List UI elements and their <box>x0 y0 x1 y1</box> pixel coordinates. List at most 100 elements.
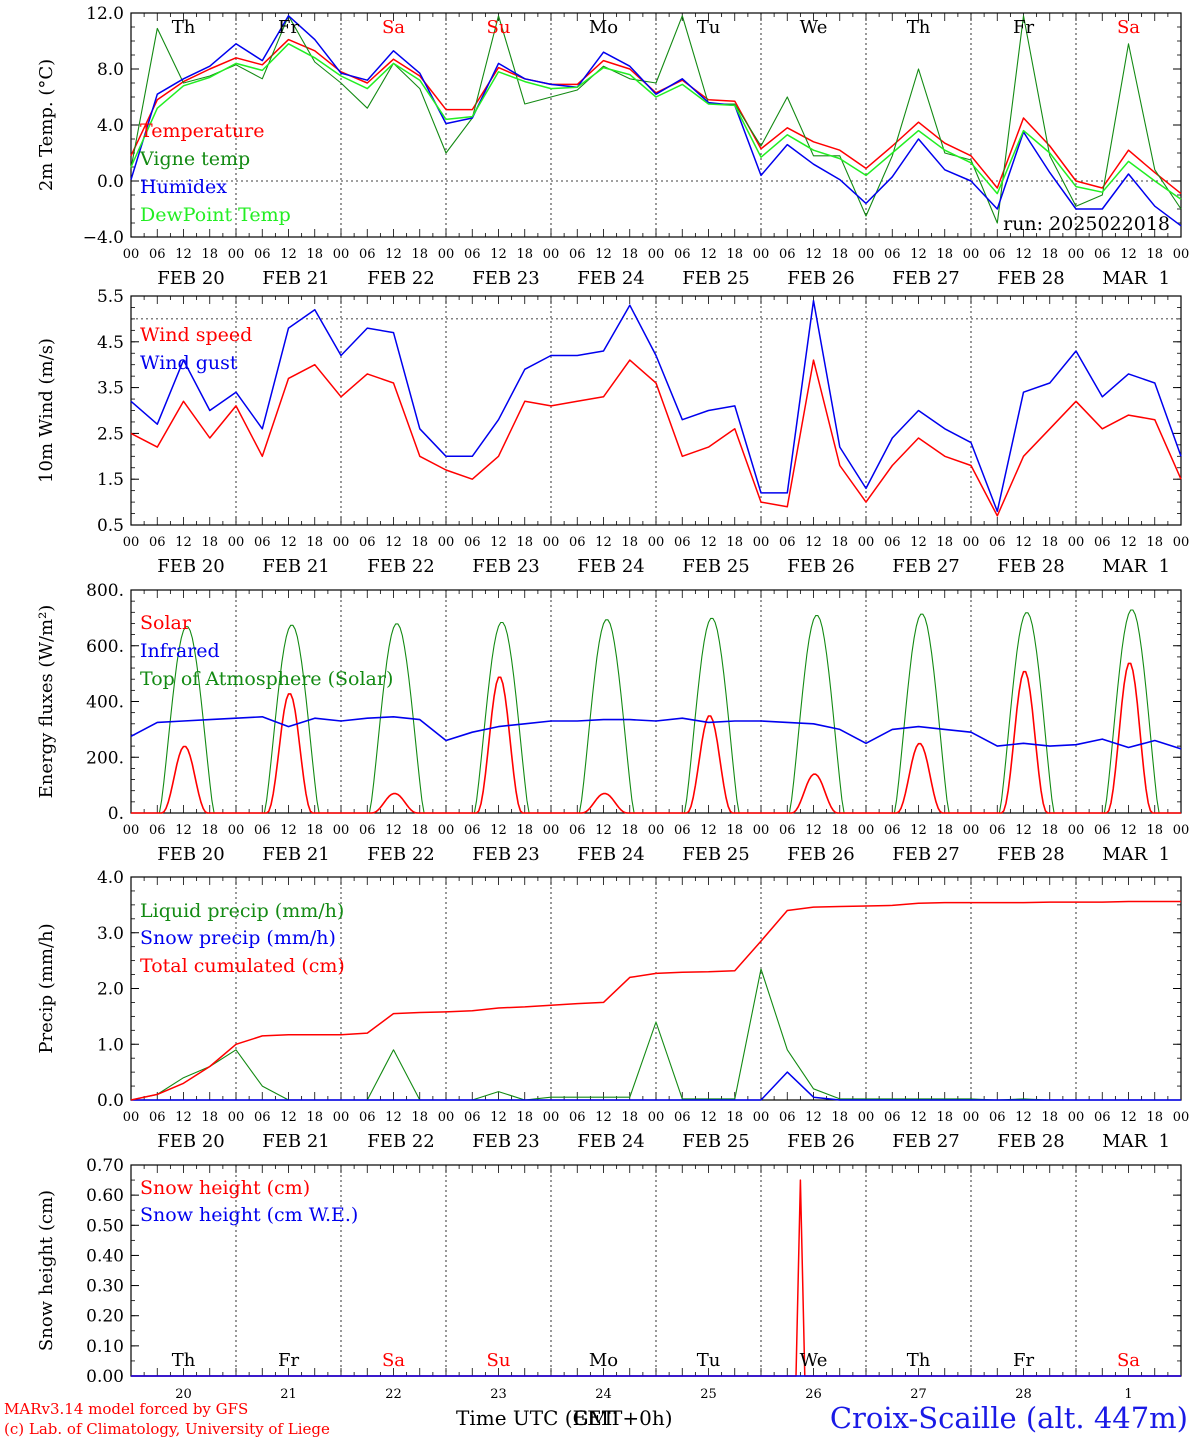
weekday-label: Th <box>172 17 196 38</box>
legend-snow_precip: Snow precip (mm/h) <box>140 927 336 949</box>
x-tick-label: 00 <box>438 247 455 262</box>
date-label: FEB 21 <box>262 844 329 865</box>
x-tick-label: 12 <box>700 1110 717 1125</box>
x-tick-label: 00 <box>858 823 875 838</box>
x-tick-label: 06 <box>674 247 691 262</box>
weekday-label: Mo <box>589 17 618 38</box>
x-tick-label: 18 <box>516 247 533 262</box>
date-label: FEB 26 <box>787 844 854 865</box>
x-tick-label: 18 <box>726 535 743 550</box>
x-tick-label: 00 <box>333 535 350 550</box>
x-tick-label: 00 <box>963 247 980 262</box>
x-tick-label: 00 <box>543 535 560 550</box>
x-tick-label: 06 <box>359 535 376 550</box>
x-tick-label: 00 <box>1068 1110 1085 1125</box>
weekday-label: Th <box>907 17 931 38</box>
x-tick-label: 00 <box>753 823 770 838</box>
date-label: FEB 20 <box>157 844 224 865</box>
legend-solar: Solar <box>140 612 192 634</box>
x-tick-label: 06 <box>779 823 796 838</box>
legend-wind_gust: Wind gust <box>140 352 238 374</box>
x-tick-label: 00 <box>858 535 875 550</box>
y-tick-label: 0.40 <box>86 1246 124 1266</box>
day-number-label: 21 <box>280 1387 297 1402</box>
date-label: FEB 21 <box>262 1131 329 1152</box>
date-label: FEB 24 <box>577 268 644 289</box>
date-label: FEB 21 <box>262 556 329 577</box>
x-tick-label: 12 <box>490 1110 507 1125</box>
x-tick-label: 00 <box>1173 1110 1190 1125</box>
day-number-label: 27 <box>910 1387 927 1402</box>
y-tick-label: 0.50 <box>86 1216 124 1236</box>
x-tick-label: 18 <box>621 1110 638 1125</box>
x-tick-label: 00 <box>648 1110 665 1125</box>
weekday-label: Sa <box>1117 1350 1140 1371</box>
x-tick-label: 00 <box>228 247 245 262</box>
x-tick-label: 06 <box>149 1110 166 1125</box>
x-tick-label: 12 <box>910 535 927 550</box>
x-tick-label: 00 <box>648 823 665 838</box>
x-tick-label: 00 <box>753 535 770 550</box>
series-infrared <box>130 715 1182 750</box>
date-label: MAR 1 <box>1102 844 1170 865</box>
y-axis-label: 10m Wind (m/s) <box>36 338 57 483</box>
x-tick-label: 18 <box>411 1110 428 1125</box>
y-tick-label: 0.60 <box>86 1186 124 1206</box>
x-tick-label: 12 <box>805 823 822 838</box>
y-tick-label: 4.0 <box>97 116 124 136</box>
x-tick-label: 12 <box>490 535 507 550</box>
x-tick-label: 12 <box>805 535 822 550</box>
x-tick-label: 18 <box>1041 247 1058 262</box>
weekday-label: We <box>800 1350 828 1371</box>
x-tick-label: 00 <box>123 1110 140 1125</box>
y-tick-label: 2.5 <box>97 424 124 444</box>
x-tick-label: 00 <box>1068 823 1085 838</box>
y-tick-label: 600. <box>86 637 124 657</box>
x-tick-label: 18 <box>621 823 638 838</box>
x-tick-label: 18 <box>831 535 848 550</box>
credit-line-2: (c) Lab. of Climatology, University of L… <box>4 1420 330 1438</box>
date-label: MAR 1 <box>1102 1131 1170 1152</box>
x-tick-label: 18 <box>411 535 428 550</box>
x-tick-label: 00 <box>648 247 665 262</box>
date-label: FEB 22 <box>367 844 434 865</box>
y-axis-label: Energy fluxes (W/m²) <box>36 605 57 799</box>
weekday-label: Mo <box>589 1350 618 1371</box>
day-number-label: 20 <box>175 1387 192 1402</box>
x-tick-label: 00 <box>1068 535 1085 550</box>
day-number-label: 22 <box>385 1387 402 1402</box>
x-tick-label: 00 <box>228 1110 245 1125</box>
x-tick-label: 00 <box>1173 823 1190 838</box>
date-label: FEB 26 <box>787 556 854 577</box>
y-tick-label: 5.5 <box>97 287 124 307</box>
x-tick-label: 12 <box>175 1110 192 1125</box>
x-tick-label: 18 <box>1041 823 1058 838</box>
x-tick-label: 06 <box>884 247 901 262</box>
series-vigne <box>130 15 1182 224</box>
x-tick-label: 18 <box>621 247 638 262</box>
series-humidex <box>130 15 1182 227</box>
x-tick-label: 18 <box>306 535 323 550</box>
x-tick-label: 12 <box>385 247 402 262</box>
x-tick-label: 06 <box>569 247 586 262</box>
x-tick-label: 06 <box>674 535 691 550</box>
y-tick-label: 0.30 <box>86 1277 124 1297</box>
date-label: FEB 28 <box>997 556 1064 577</box>
x-tick-label: 12 <box>385 823 402 838</box>
x-tick-label: 18 <box>1146 535 1163 550</box>
date-label: FEB 23 <box>472 1131 539 1152</box>
x-tick-label: 12 <box>280 823 297 838</box>
x-tick-label: 18 <box>1041 535 1058 550</box>
date-label: FEB 25 <box>682 1131 749 1152</box>
x-tick-label: 00 <box>123 247 140 262</box>
x-tick-label: 18 <box>516 823 533 838</box>
y-tick-label: 0.0 <box>97 1091 124 1111</box>
x-tick-label: 12 <box>595 247 612 262</box>
x-tick-label: 18 <box>831 823 848 838</box>
time-axis-prefix: Time UTC ( <box>456 1406 573 1430</box>
date-label: FEB 20 <box>157 556 224 577</box>
x-tick-label: 06 <box>569 1110 586 1125</box>
x-tick-label: 00 <box>753 1110 770 1125</box>
time-axis-suffix: +0h) <box>622 1406 673 1430</box>
